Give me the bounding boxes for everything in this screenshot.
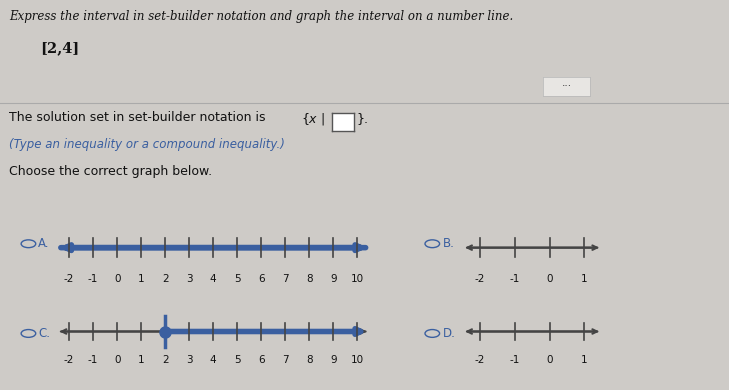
Text: 2: 2	[162, 274, 168, 284]
Text: 10: 10	[351, 274, 364, 284]
Text: 8: 8	[306, 274, 313, 284]
Text: 0: 0	[546, 274, 553, 284]
Text: -2: -2	[64, 355, 74, 365]
Text: The solution set in set-builder notation is: The solution set in set-builder notation…	[9, 111, 270, 124]
Text: Choose the correct graph below.: Choose the correct graph below.	[9, 165, 213, 178]
Text: 5: 5	[234, 355, 241, 365]
Text: 8: 8	[306, 355, 313, 365]
Text: D.: D.	[443, 327, 456, 340]
Text: 1: 1	[138, 355, 144, 365]
Text: A.: A.	[38, 237, 50, 250]
Text: 9: 9	[330, 355, 337, 365]
Text: 0: 0	[114, 355, 120, 365]
Text: -1: -1	[510, 274, 520, 284]
Text: 0: 0	[114, 274, 120, 284]
Text: 1: 1	[138, 274, 144, 284]
Text: 1: 1	[581, 355, 588, 365]
Text: -2: -2	[475, 355, 486, 365]
Text: 3: 3	[186, 355, 192, 365]
Text: -1: -1	[510, 355, 520, 365]
Text: 4: 4	[210, 355, 217, 365]
Text: [2,4]: [2,4]	[40, 41, 79, 55]
Text: B.: B.	[443, 237, 454, 250]
Text: 6: 6	[258, 274, 265, 284]
Text: 7: 7	[282, 355, 289, 365]
Text: 0: 0	[546, 355, 553, 365]
Text: -1: -1	[88, 355, 98, 365]
Text: Express the interval in set-builder notation and graph the interval on a number : Express the interval in set-builder nota…	[9, 10, 514, 23]
Text: $\{x$ |: $\{x$ |	[301, 111, 325, 127]
Text: C.: C.	[38, 327, 50, 340]
Text: 3: 3	[186, 274, 192, 284]
Text: $\}$.: $\}$.	[356, 111, 369, 127]
Text: -2: -2	[64, 274, 74, 284]
Text: 4: 4	[210, 274, 217, 284]
Text: 5: 5	[234, 274, 241, 284]
Text: ···: ···	[562, 81, 572, 91]
Text: 2: 2	[162, 355, 168, 365]
Text: 6: 6	[258, 355, 265, 365]
Text: 1: 1	[581, 274, 588, 284]
Text: (Type an inequality or a compound inequality.): (Type an inequality or a compound inequa…	[9, 138, 285, 151]
Text: 10: 10	[351, 355, 364, 365]
Text: -2: -2	[475, 274, 486, 284]
Text: 7: 7	[282, 274, 289, 284]
Text: -1: -1	[88, 274, 98, 284]
Text: 9: 9	[330, 274, 337, 284]
